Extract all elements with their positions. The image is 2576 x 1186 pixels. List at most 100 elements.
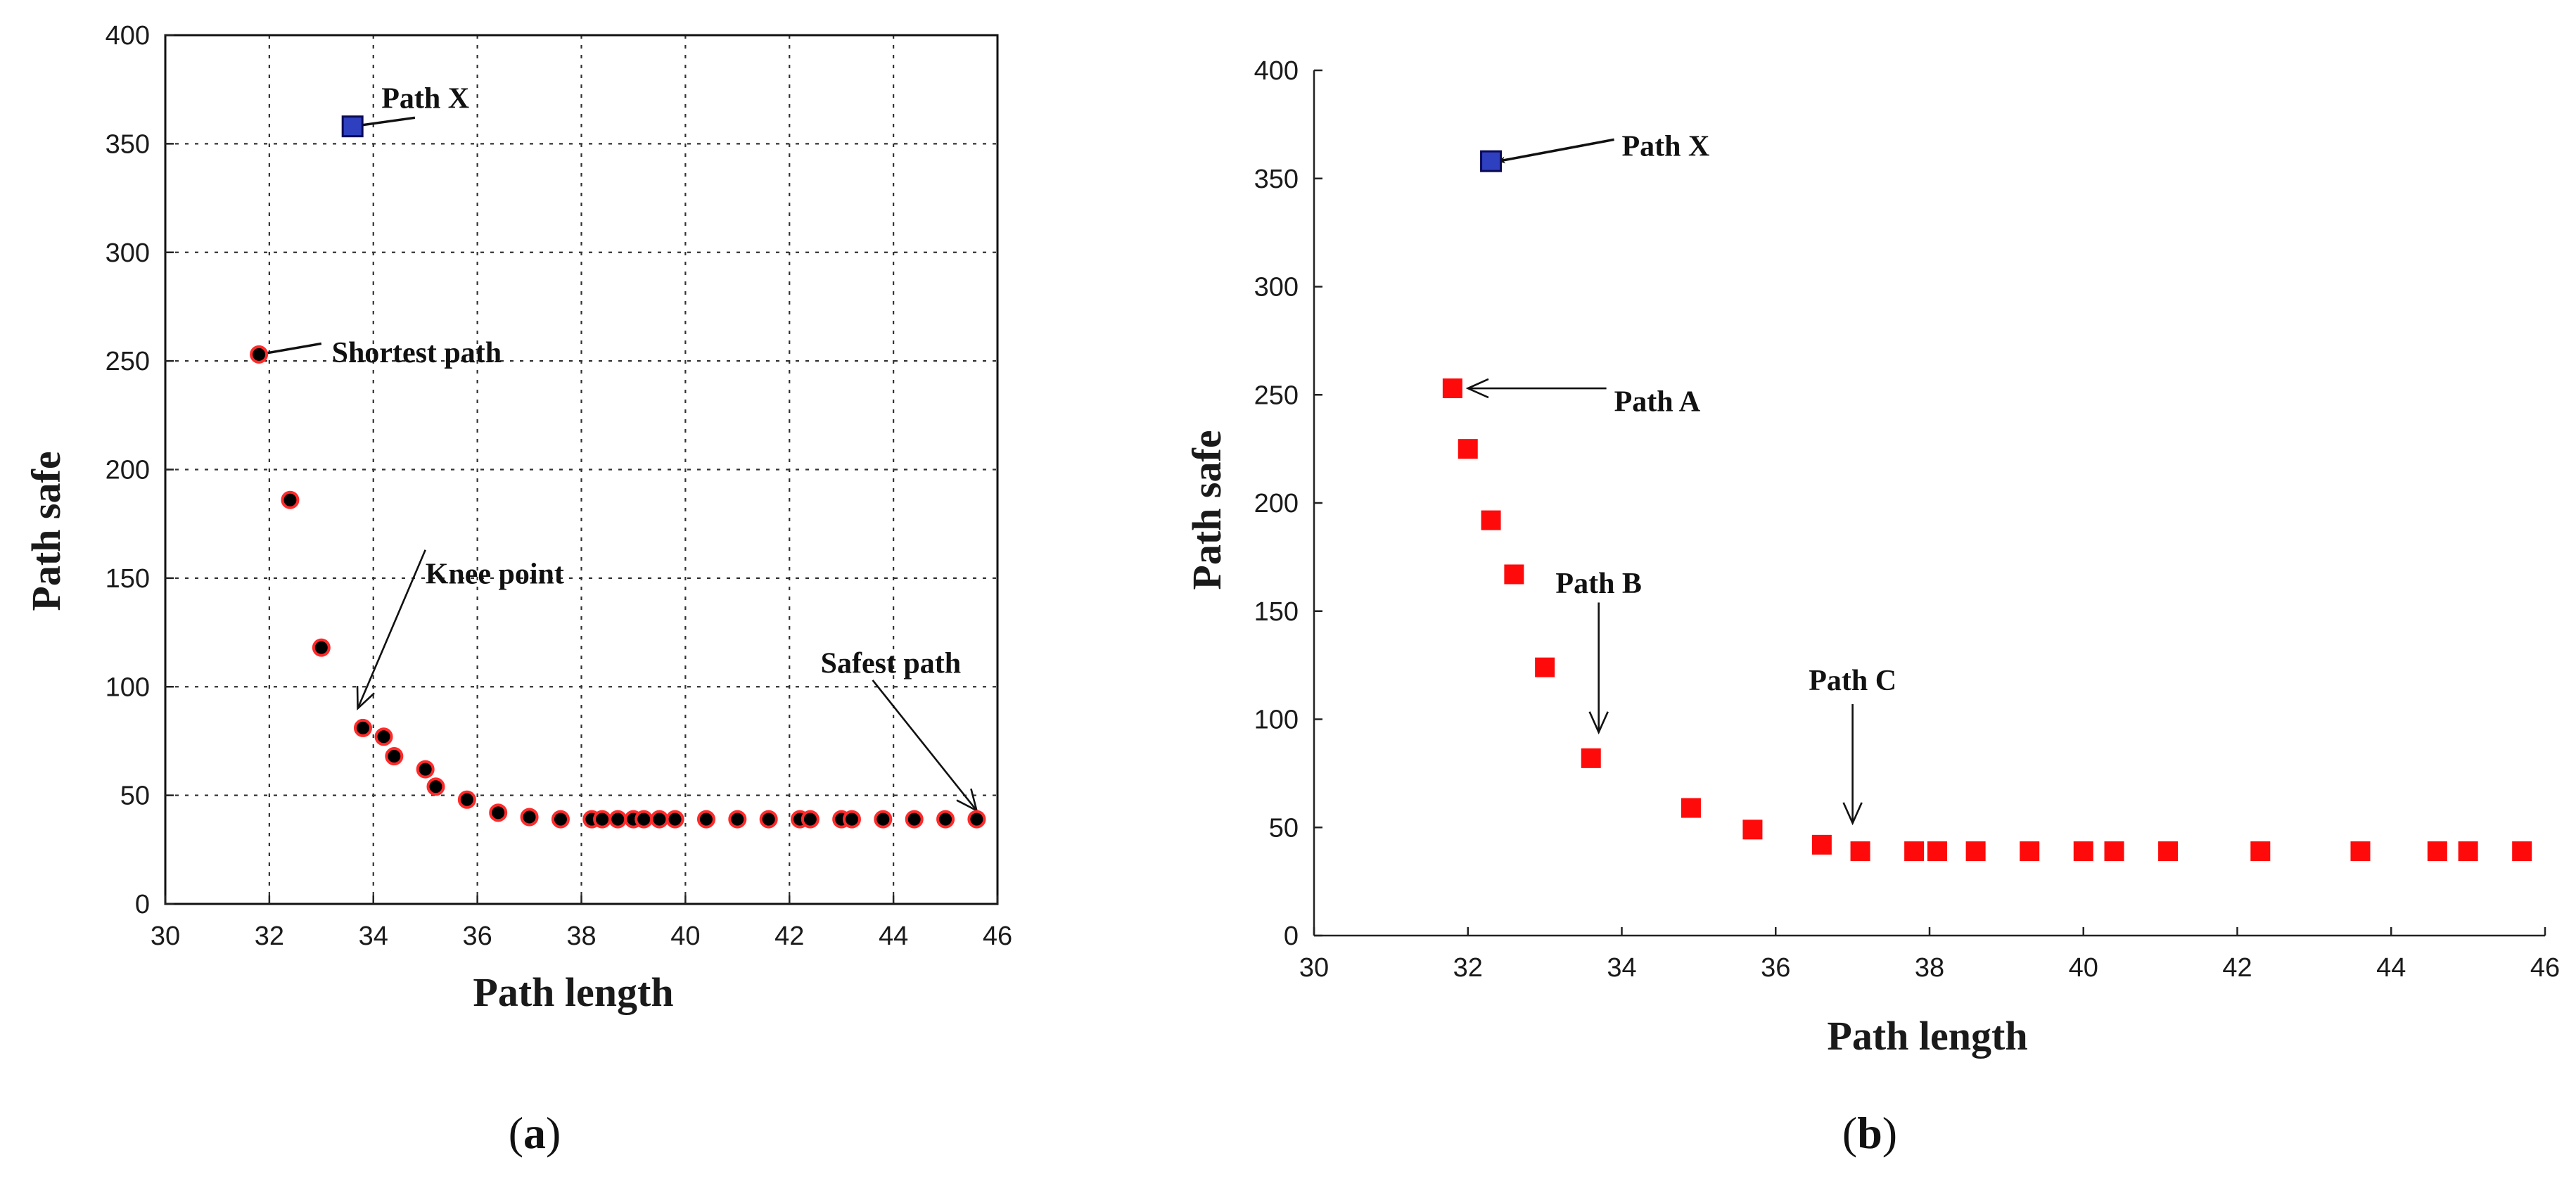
panel-a-arrow-shortest-path: [258, 342, 322, 357]
panel-a-x-tick-label: 38: [566, 922, 596, 951]
panel-a-x-tick-label: 30: [151, 922, 180, 951]
panel-a-y-tick-label: 400: [106, 21, 150, 51]
panel-b-point-pareto-solutions-14: [2073, 841, 2093, 862]
panel-a-point-pareto-solutions-25: [842, 810, 861, 829]
panel-a-y-tick-label: 150: [106, 564, 150, 594]
panel-b-points: [1442, 150, 2532, 862]
panel-a-point-pareto-solutions-0: [250, 345, 269, 364]
panel-a-point-pareto-solutions-29: [967, 810, 986, 829]
panel-a-point-pareto-solutions-26: [874, 810, 893, 829]
panel-a: 30 32 34 36 38 40 42 44 46 0 50 100 150 200 250 300 350…: [23, 21, 1012, 1158]
panel-b-x-tick-label: 44: [2376, 953, 2406, 983]
panel-b-point-pareto-solutions-3: [1504, 564, 1524, 585]
panel-b-y-tick-label: 100: [1254, 706, 1299, 735]
panel-a-annotation-safest-path: Safest path: [821, 647, 962, 680]
panel-b-y-ticks: 0 50 100 150 200 250 300 350 400: [1254, 56, 1322, 951]
panel-a-grid: [165, 35, 997, 904]
panel-a-y-tick-label: 0: [135, 890, 150, 919]
panel-a-y-tick-label: 250: [106, 347, 150, 376]
panel-b-x-tick-label: 34: [1607, 953, 1636, 983]
panel-a-y-axis-label: Path safe: [23, 451, 69, 611]
panel-a-x-tick-label: 36: [462, 922, 492, 951]
panel-a-annotation-knee-point: Knee point: [426, 559, 564, 591]
panel-a-x-tick-label: 42: [774, 922, 804, 951]
panel-b-point-pareto-solutions-18: [2350, 841, 2371, 862]
panel-a-label: (a): [509, 1108, 561, 1158]
panel-a-annotation-path-x: Path X: [381, 83, 469, 115]
panel-b-point-pareto-solutions-2: [1481, 510, 1501, 530]
panel-a-point-pareto-solutions-21: [759, 810, 778, 829]
panel-b-point-pareto-solutions-7: [1742, 820, 1763, 840]
panel-b-y-tick-label: 50: [1269, 813, 1299, 843]
panel-a-y-tick-label: 300: [106, 238, 150, 268]
panel-a-arrow-knee-point: [357, 549, 426, 709]
panel-b-point-path-x-0: [1480, 150, 1503, 172]
panel-b-annotation-path-c: Path C: [1809, 665, 1896, 697]
panel-a-x-tick-label: 32: [255, 922, 284, 951]
panel-a-x-tick-label: 34: [359, 922, 388, 951]
panel-b-point-pareto-solutions-5: [1581, 748, 1601, 768]
panel-b-label: (b): [1842, 1108, 1897, 1158]
panel-a-point-pareto-solutions-11: [551, 810, 570, 829]
panel-b-point-pareto-solutions-10: [1904, 841, 1925, 862]
panel-b-point-pareto-solutions-19: [2427, 841, 2447, 862]
panel-a-point-pareto-solutions-5: [385, 747, 404, 766]
panel-a-point-pareto-solutions-9: [489, 803, 508, 822]
panel-b-y-tick-label: 200: [1254, 489, 1299, 518]
panel-b-point-pareto-solutions-4: [1535, 657, 1555, 677]
panel-a-arrowhead-knee-point: [356, 686, 375, 711]
panel-b-arrowhead-path-a: [1465, 378, 1489, 399]
panel-b-annotations: Path X Path A Path B Path C: [1465, 131, 1896, 826]
panel-b-x-tick-label: 40: [2069, 953, 2098, 983]
panel-b-point-pareto-solutions-16: [2158, 841, 2179, 862]
panel-b-annotation-path-x: Path X: [1622, 131, 1710, 163]
panel-b-point-pareto-solutions-13: [2020, 841, 2040, 862]
panel-a-point-pareto-solutions-4: [374, 727, 393, 746]
panel-a-point-pareto-solutions-3: [353, 718, 372, 737]
panel-a-point-pareto-solutions-14: [608, 810, 627, 829]
panel-b-point-pareto-solutions-11: [1927, 841, 1947, 862]
panel-a-point-pareto-solutions-2: [312, 638, 331, 657]
panel-a-point-pareto-solutions-10: [520, 808, 539, 827]
panel-b-x-ticks: 30 32 34 36 38 40 42 44 46: [1299, 927, 2560, 983]
panel-b-y-tick-label: 0: [1284, 922, 1299, 951]
panel-a-point-pareto-solutions-28: [936, 810, 955, 829]
panel-a-annotation-shortest-path: Shortest path: [332, 337, 502, 369]
panel-b-y-tick-label: 350: [1254, 165, 1299, 194]
panel-a-x-ticks: 30 32 34 36 38 40 42 44 46: [151, 895, 1012, 951]
panel-b-point-pareto-solutions-15: [2104, 841, 2124, 862]
panel-a-point-pareto-solutions-27: [905, 810, 924, 829]
panel-a-point-pareto-solutions-7: [426, 777, 445, 796]
panel-b-y-tick-label: 300: [1254, 273, 1299, 302]
panel-b-x-tick-label: 38: [1915, 953, 1944, 983]
panel-a-point-pareto-solutions-20: [728, 810, 747, 829]
panel-a-x-tick-label: 44: [879, 922, 908, 951]
panel-b-y-axis-label: Path safe: [1184, 430, 1230, 589]
panel-b-arrowhead-path-b: [1588, 711, 1609, 735]
panel-a-annotations: Path X Shortest path Knee point Safest path: [258, 83, 978, 812]
panel-b-x-tick-label: 32: [1453, 953, 1483, 983]
panel-b-arrow-path-x: [1498, 138, 1614, 164]
panel-b-point-pareto-solutions-8: [1811, 834, 1832, 855]
panel-b-annotation-path-a: Path A: [1614, 385, 1701, 418]
panel-b-point-pareto-solutions-21: [2512, 841, 2532, 862]
panel-a-points: [250, 115, 986, 829]
panel-a-y-tick-label: 100: [106, 672, 150, 702]
panel-b: 30 32 34 36 38 40 42 44 46 0 50 100 150 200 250 300 350…: [1184, 56, 2560, 1158]
panel-b-x-tick-label: 46: [2530, 953, 2560, 983]
panel-a-arrow-safest-path: [872, 680, 978, 812]
panel-a-x-tick-label: 46: [983, 922, 1012, 951]
panel-b-annotation-path-b: Path B: [1555, 568, 1642, 600]
panel-b-point-pareto-solutions-17: [2250, 841, 2271, 862]
panel-a-y-tick-label: 350: [106, 129, 150, 159]
panel-b-y-tick-label: 250: [1254, 381, 1299, 410]
panel-a-point-pareto-solutions-16: [635, 810, 653, 829]
panel-a-point-pareto-solutions-17: [650, 810, 669, 829]
panel-b-y-tick-label: 150: [1254, 597, 1299, 627]
panel-b-y-tick-label: 400: [1254, 56, 1299, 86]
panel-a-point-pareto-solutions-19: [696, 810, 715, 829]
panel-b-x-tick-label: 42: [2222, 953, 2252, 983]
panel-a-y-ticks: 0 50 100 150 200 250 300 350 400: [106, 21, 174, 919]
panel-a-point-pareto-solutions-1: [281, 490, 300, 509]
